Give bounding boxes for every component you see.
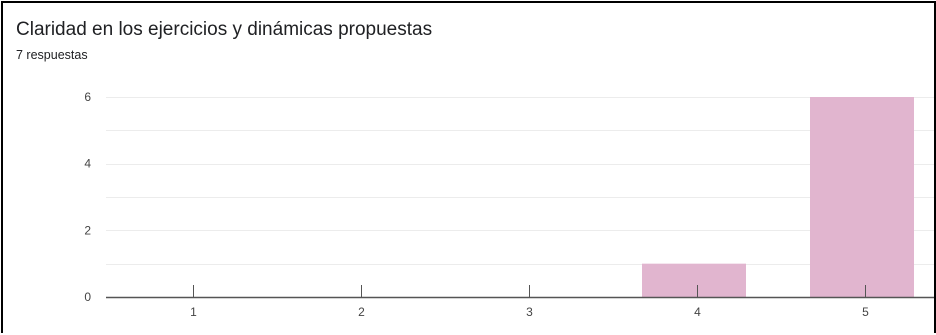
x-tick-label: 3	[526, 305, 533, 319]
x-tick-label: 1	[190, 305, 197, 319]
bar-chart: 0 2 4 6 1 2 3 4 5	[84, 90, 934, 319]
y-tick-label: 4	[84, 157, 91, 171]
bar-4	[642, 263, 746, 297]
y-tick-label: 6	[84, 90, 91, 104]
chart-title: Claridad en los ejercicios y dinámicas p…	[16, 19, 433, 40]
x-tick-label: 5	[862, 305, 869, 319]
y-tick-label: 0	[84, 290, 91, 304]
x-tick-label: 4	[694, 305, 701, 319]
x-tick-label: 2	[358, 305, 365, 319]
y-tick-label: 2	[84, 223, 91, 237]
bar-5	[810, 97, 914, 297]
response-count: 7 respuestas	[16, 48, 88, 62]
